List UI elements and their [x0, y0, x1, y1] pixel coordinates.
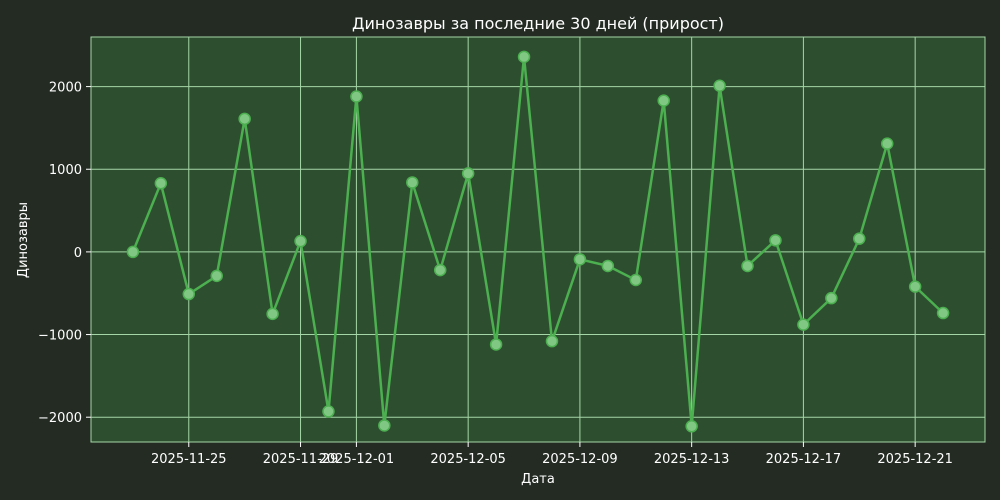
x-tick-label: 2025-11-29 — [263, 452, 339, 467]
data-point — [880, 137, 894, 150]
data-point — [741, 259, 754, 273]
y-tick-label: 1000 — [49, 163, 82, 178]
data-point — [182, 287, 196, 301]
chart-title: Динозавры за последние 30 дней (прирост) — [352, 14, 724, 33]
y-tick-label: −2000 — [38, 411, 82, 426]
data-point — [601, 259, 615, 273]
data-point — [908, 280, 922, 293]
data-point — [350, 90, 363, 103]
x-tick-label: 2025-12-17 — [766, 452, 842, 467]
y-tick-label: −1000 — [38, 329, 82, 344]
data-point — [657, 94, 670, 107]
data-point — [797, 318, 810, 331]
x-axis-label: Дата — [521, 472, 555, 487]
data-point — [713, 79, 726, 93]
data-point — [936, 306, 950, 320]
data-point — [769, 234, 782, 247]
y-axis-label: Динозавры — [16, 202, 31, 278]
x-tick-label: 2025-12-13 — [654, 452, 730, 467]
data-point — [266, 307, 279, 321]
data-point — [825, 291, 838, 305]
data-point — [378, 419, 391, 432]
data-point — [238, 112, 251, 126]
data-point — [489, 338, 503, 351]
x-tick-label: 2025-11-25 — [151, 452, 227, 467]
x-tick-label: 2025-12-21 — [877, 452, 953, 467]
data-point — [545, 334, 559, 348]
y-tick-layer: −2000 −1000 0 1000 2000 — [38, 81, 91, 426]
data-point — [461, 167, 475, 180]
data-point — [433, 263, 447, 277]
data-point — [573, 253, 587, 266]
y-tick-label: 2000 — [49, 81, 82, 96]
data-point — [322, 405, 335, 418]
x-tick-label: 2025-12-05 — [430, 452, 506, 467]
y-tick-label: 0 — [74, 246, 82, 261]
data-point — [517, 50, 531, 64]
series-layer — [126, 50, 950, 433]
series-line — [131, 55, 944, 428]
x-tick-label: 2025-12-01 — [319, 452, 395, 467]
data-point — [629, 273, 643, 287]
data-point — [406, 176, 419, 189]
data-point — [210, 269, 223, 283]
data-point — [294, 234, 307, 248]
x-tick-label: 2025-12-09 — [542, 452, 618, 467]
plot-area — [90, 36, 986, 443]
data-point — [126, 245, 140, 259]
data-point — [853, 232, 866, 245]
data-point — [154, 177, 168, 190]
data-point — [685, 420, 698, 433]
